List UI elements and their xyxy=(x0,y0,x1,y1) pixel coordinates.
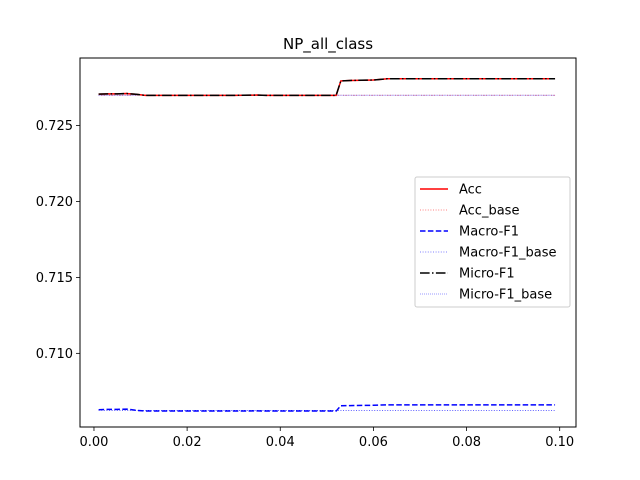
legend: Acc Acc_base Macro-F1 Macro-F1_base Micro-F1… xyxy=(415,177,570,307)
legend-label: Macro-F1 xyxy=(459,225,519,240)
x-tick-label: 0.02 xyxy=(173,435,202,450)
y-tick-label: 0.725 xyxy=(36,119,73,134)
y-tick-label: 0.710 xyxy=(36,347,73,362)
y-tick-label: 0.715 xyxy=(36,271,73,286)
x-tick-label: 0.08 xyxy=(452,435,481,450)
legend-label: Acc xyxy=(459,183,482,198)
legend-label: Macro-F1_base xyxy=(459,246,557,261)
legend-label: Acc_base xyxy=(459,204,519,219)
x-tick-label: 0.00 xyxy=(79,435,108,450)
chart-title: NP_all_class xyxy=(283,35,373,54)
legend-label: Micro-F1 xyxy=(459,267,515,282)
legend-label: Micro-F1_base xyxy=(459,288,552,303)
y-tick-label: 0.720 xyxy=(36,195,73,210)
x-tick-label: 0.10 xyxy=(545,435,574,450)
x-tick-label: 0.04 xyxy=(266,435,295,450)
x-tick-label: 0.06 xyxy=(359,435,388,450)
